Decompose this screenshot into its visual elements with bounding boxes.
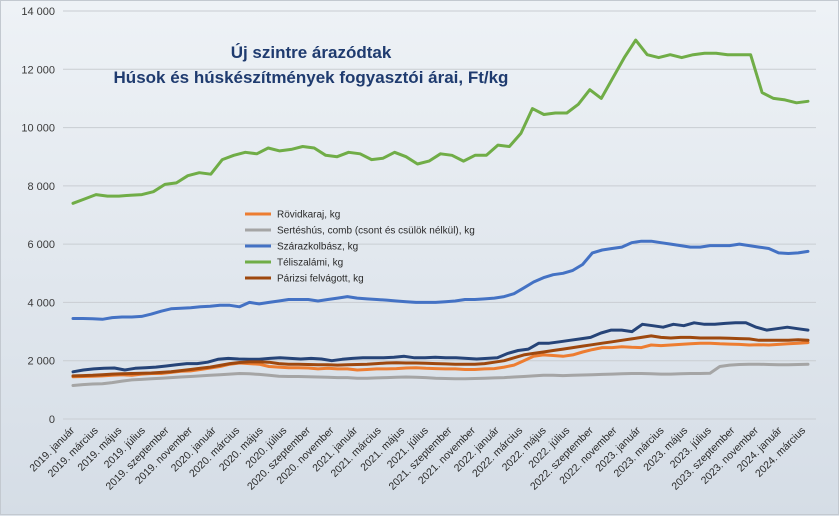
series-line-3	[71, 38, 810, 205]
y-tick-label: 6 000	[27, 239, 55, 251]
series-line-1	[71, 362, 810, 387]
chart-title: Új szintre árazódtak	[231, 43, 392, 62]
y-tick-label: 12 000	[21, 64, 55, 76]
legend-label: Szárazkolbász, kg	[277, 242, 358, 253]
y-tick-label: 0	[49, 414, 55, 426]
chart-subtitle: Húsok és húskészítmények fogyasztói árai…	[114, 68, 509, 87]
legend: Rövidkaraj, kg Sertéshús, comb (csont és …	[245, 210, 475, 285]
series-line-2	[71, 239, 810, 321]
y-tick-label: 10 000	[21, 123, 55, 135]
y-tick-label: 14 000	[21, 6, 55, 18]
series-line-5	[71, 321, 810, 374]
legend-label: Rövidkaraj, kg	[277, 210, 340, 221]
legend-label: Téliszalámi, kg	[277, 258, 343, 269]
y-tick-label: 4 000	[27, 297, 55, 309]
legend-label: Párizsi felvágott, kg	[277, 274, 364, 285]
legend-label: Sertéshús, comb (csont és csülök nélkül)…	[277, 226, 475, 237]
series-line-4	[71, 334, 810, 378]
y-tick-label: 2 000	[27, 356, 55, 368]
series-lines	[71, 38, 810, 387]
y-axis-ticks: 0 2 000 4 000 6 000 8 000 10 000 12 000 14 000	[21, 6, 55, 426]
y-tick-label: 8 000	[27, 181, 55, 193]
